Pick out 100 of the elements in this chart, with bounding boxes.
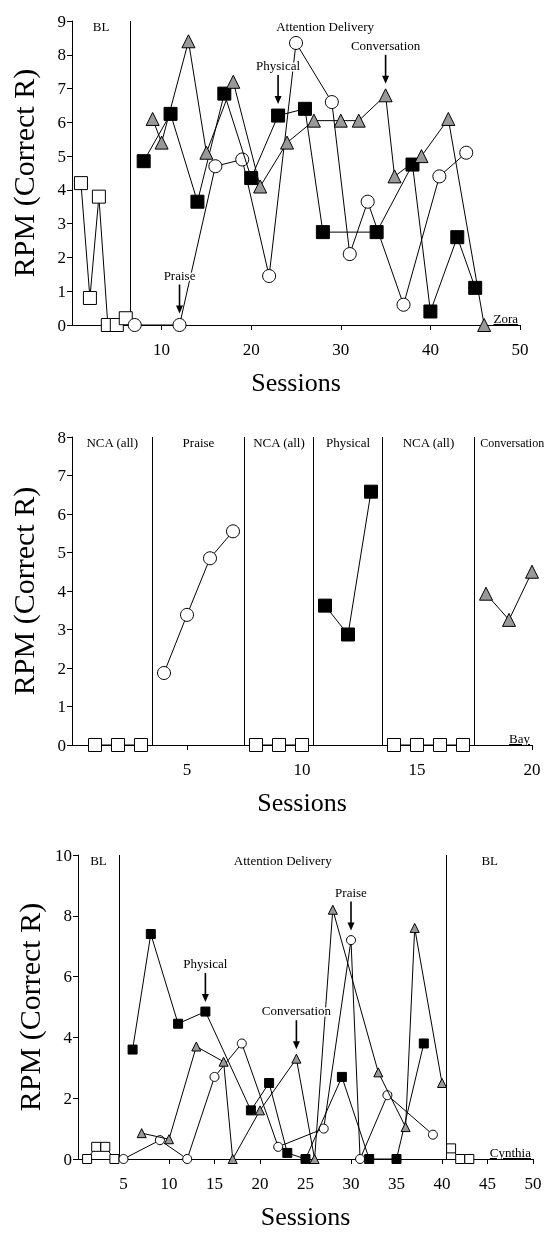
point (163, 106, 178, 121)
point (244, 171, 259, 186)
y-tick-label: 3 (57, 214, 66, 234)
point (200, 1006, 211, 1017)
point (91, 189, 106, 204)
y-tick-label: 5 (57, 146, 66, 166)
point (282, 1147, 293, 1158)
text: Zora (493, 311, 519, 326)
y-tick-label: 4 (57, 180, 67, 200)
x-tick-label: 5 (119, 1174, 128, 1193)
y-tick-label: 6 (63, 967, 72, 987)
annotation: Conversation (350, 37, 421, 53)
y-tick-label: 8 (57, 427, 66, 447)
y-tick-label: 0 (57, 315, 66, 335)
point (336, 1071, 347, 1082)
point (346, 935, 356, 946)
point (459, 145, 474, 160)
point (236, 1038, 247, 1049)
y-tick-label: 6 (57, 112, 66, 132)
x-tick-label: 35 (388, 1174, 405, 1193)
point (164, 1134, 174, 1145)
text: Bay (509, 731, 531, 746)
x-tick-label: 10 (293, 760, 311, 779)
point (502, 612, 516, 627)
point (218, 1056, 229, 1067)
point (127, 318, 142, 332)
y-axis-title: RPM (Correct R) (6, 486, 41, 696)
y-tick-label: 1 (57, 281, 66, 301)
point (134, 738, 148, 752)
point (387, 169, 402, 184)
point (227, 1154, 238, 1164)
point (111, 738, 125, 752)
annotation: Praise (163, 267, 196, 283)
point (262, 269, 277, 284)
point (369, 225, 384, 240)
point (157, 666, 171, 680)
point (364, 1154, 375, 1164)
point (291, 1053, 302, 1064)
point (391, 1154, 402, 1164)
y-tick-label: 7 (57, 79, 67, 99)
point (226, 524, 240, 539)
x-tick-label: 20 (251, 1174, 269, 1193)
point (400, 1122, 411, 1133)
y-tick-label: 2 (57, 247, 66, 267)
point (327, 904, 338, 915)
point (91, 1141, 102, 1152)
x-tick-label: 25 (297, 1174, 314, 1193)
point (446, 1143, 457, 1154)
point (306, 113, 321, 128)
y-axis-title: RPM (Correct R) (6, 68, 41, 278)
point (145, 929, 156, 940)
point (280, 135, 295, 150)
x-tick-label: 40 (433, 1174, 451, 1193)
point (427, 1129, 438, 1140)
x-tick-label: 15 (206, 1174, 223, 1193)
point (387, 738, 401, 752)
point (208, 159, 223, 174)
point (364, 484, 378, 499)
point (360, 194, 375, 209)
point (409, 922, 420, 933)
y-tick-label: 9 (57, 11, 66, 31)
point (468, 280, 483, 295)
point (464, 1154, 475, 1164)
point (82, 290, 97, 305)
point (410, 738, 424, 752)
point (455, 1154, 466, 1164)
y-tick-label: 3 (57, 620, 66, 639)
point (253, 179, 268, 194)
point (249, 738, 263, 752)
point (255, 1105, 265, 1116)
point (154, 135, 169, 150)
point (173, 1018, 184, 1029)
point (479, 586, 493, 601)
point (318, 1123, 329, 1134)
point (182, 1154, 193, 1164)
point (136, 154, 151, 169)
x-tick-label: 5 (182, 760, 192, 779)
x-tick-label: 50 (511, 340, 529, 359)
annotation: Attention Delivery (276, 19, 375, 34)
x-axis-title: Sessions (251, 367, 341, 397)
annotation: Praise (182, 435, 215, 450)
point (450, 230, 465, 245)
x-tick-label: 30 (332, 340, 350, 359)
y-tick-label: 0 (63, 1149, 72, 1169)
annotation: BL (92, 19, 110, 34)
point (245, 1105, 256, 1116)
annotation: Praise (335, 884, 368, 900)
point (209, 1071, 220, 1082)
point (203, 551, 217, 566)
point (272, 738, 286, 752)
point (432, 169, 447, 184)
y-tick-label: 4 (63, 1027, 73, 1047)
point (180, 607, 194, 622)
point (82, 1154, 93, 1164)
point (217, 86, 232, 101)
annotation: NCA (all) (253, 435, 305, 450)
x-tick-label: 10 (153, 340, 171, 359)
point (136, 1128, 147, 1139)
point (342, 247, 357, 262)
x-tick-label: 15 (408, 760, 426, 779)
